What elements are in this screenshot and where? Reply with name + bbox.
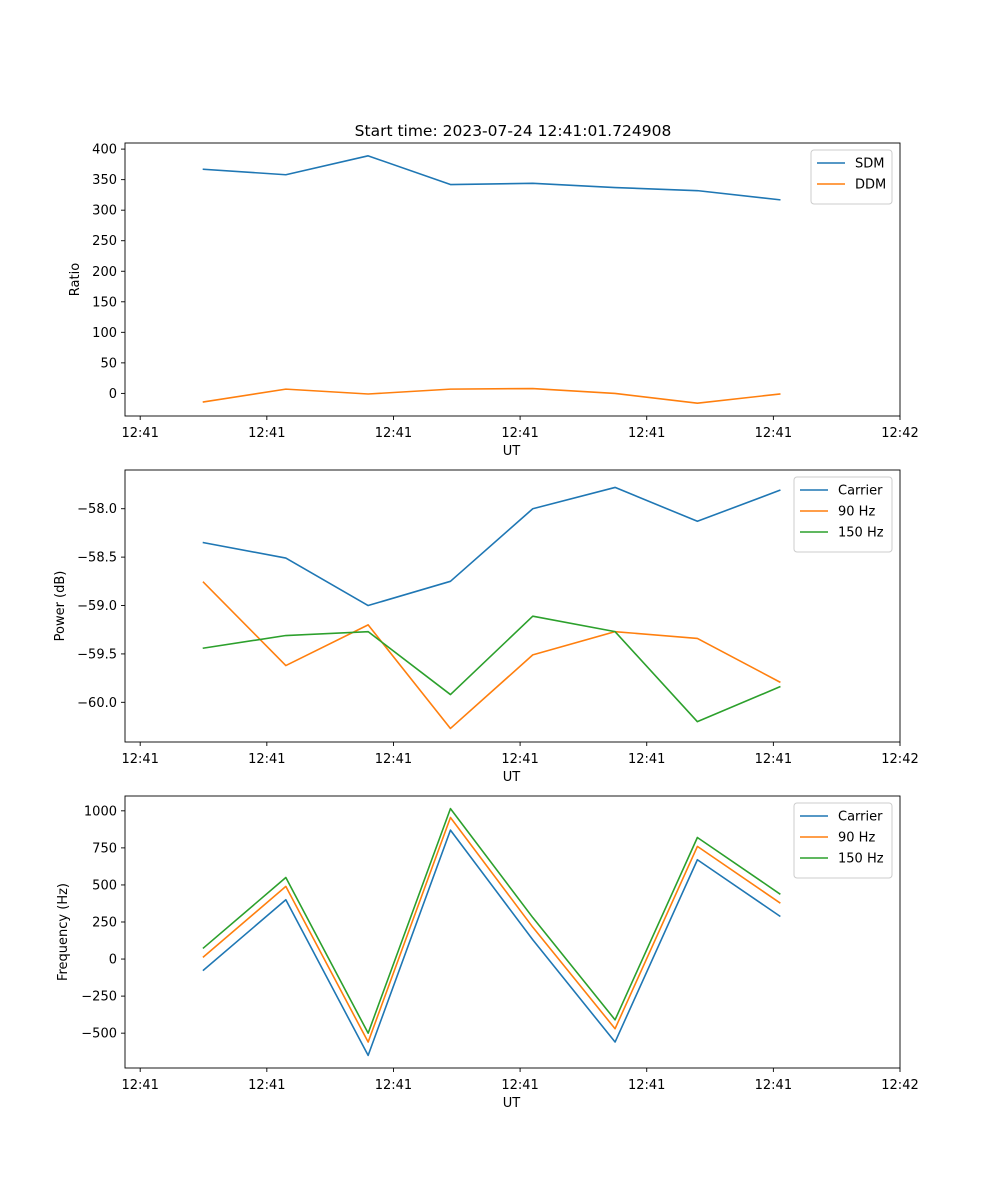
- legend-label: 150 Hz: [838, 526, 884, 541]
- y-tick-label: −58.5: [77, 551, 117, 566]
- legend-label: 90 Hz: [838, 505, 875, 520]
- y-tick-label: −60.0: [77, 696, 117, 711]
- x-tick-label: 12:41: [628, 752, 665, 767]
- y-tick-label: −58.0: [77, 502, 117, 517]
- x-tick-label: 12:41: [375, 426, 412, 441]
- x-axis-label: UT: [503, 770, 521, 785]
- y-tick-label: 50: [100, 356, 117, 371]
- x-tick-label: 12:41: [248, 1078, 285, 1093]
- legend-label: Carrier: [838, 484, 883, 499]
- y-tick-label: 250: [92, 915, 117, 930]
- y-axis-label: Ratio: [68, 263, 83, 296]
- y-tick-label: −500: [81, 1027, 117, 1042]
- x-tick-label: 12:41: [121, 752, 158, 767]
- x-tick-label: 12:41: [248, 426, 285, 441]
- x-tick-label: 12:41: [248, 752, 285, 767]
- x-tick-label: 12:41: [755, 752, 792, 767]
- legend-label: SDM: [855, 157, 884, 172]
- y-tick-label: 200: [92, 265, 117, 280]
- x-tick-label: 12:41: [121, 426, 158, 441]
- x-axis-label: UT: [503, 444, 521, 459]
- legend-label: DDM: [855, 178, 886, 193]
- y-tick-label: 250: [92, 234, 117, 249]
- chart-title: Start time: 2023-07-24 12:41:01.724908: [355, 122, 672, 140]
- x-tick-label: 12:41: [375, 752, 412, 767]
- y-tick-label: 100: [92, 326, 117, 341]
- y-tick-label: −59.5: [77, 647, 117, 662]
- x-tick-label: 12:41: [755, 426, 792, 441]
- figure: Start time: 2023-07-24 12:41:01.724908 1…: [0, 0, 1000, 1200]
- y-axis-label: Frequency (Hz): [56, 883, 71, 981]
- x-tick-label: 12:42: [881, 752, 918, 767]
- y-tick-label: −250: [81, 990, 117, 1005]
- x-tick-label: 12:42: [881, 1078, 918, 1093]
- x-tick-label: 12:41: [628, 426, 665, 441]
- y-tick-label: 1000: [84, 804, 117, 819]
- x-tick-label: 12:41: [501, 426, 538, 441]
- legend-label: 90 Hz: [838, 831, 875, 846]
- x-tick-label: 12:42: [881, 426, 918, 441]
- x-tick-label: 12:41: [501, 752, 538, 767]
- x-tick-label: 12:41: [628, 1078, 665, 1093]
- legend: Carrier 90 Hz 150 Hz: [794, 803, 892, 878]
- y-tick-label: 150: [92, 295, 117, 310]
- legend-label: Carrier: [838, 810, 883, 825]
- x-tick-label: 12:41: [755, 1078, 792, 1093]
- legend: SDM DDM: [811, 150, 892, 204]
- x-tick-label: 12:41: [501, 1078, 538, 1093]
- y-tick-label: 400: [92, 143, 117, 158]
- x-tick-label: 12:41: [375, 1078, 412, 1093]
- y-tick-label: 750: [92, 841, 117, 856]
- legend: Carrier 90 Hz 150 Hz: [794, 477, 892, 552]
- legend-label: 150 Hz: [838, 852, 884, 867]
- y-axis-label: Power (dB): [53, 571, 68, 642]
- y-tick-label: 500: [92, 878, 117, 893]
- y-tick-label: 0: [109, 953, 117, 968]
- x-tick-label: 12:41: [121, 1078, 158, 1093]
- y-tick-label: −59.0: [77, 599, 117, 614]
- x-axis-label: UT: [503, 1096, 521, 1111]
- y-tick-label: 300: [92, 204, 117, 219]
- y-tick-label: 350: [92, 173, 117, 188]
- y-tick-label: 0: [109, 387, 117, 402]
